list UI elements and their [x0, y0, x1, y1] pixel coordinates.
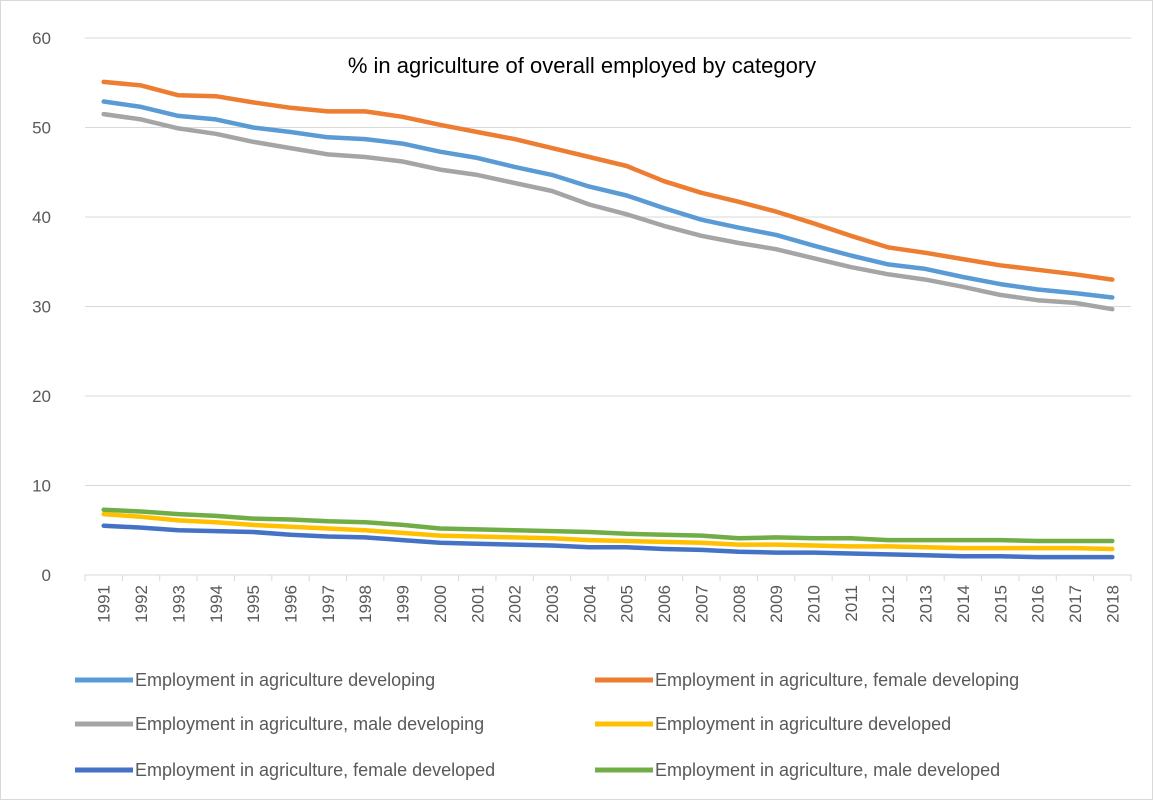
legend-item-4: Employment in agriculture developed	[595, 714, 951, 734]
legend-item-3: Employment in agriculture, male developi…	[75, 714, 484, 734]
x-tick-label: 1992	[132, 585, 151, 623]
legend-label: Employment in agriculture, female develo…	[135, 760, 495, 780]
legend-item-5: Employment in agriculture, female develo…	[75, 760, 495, 780]
legend-label: Employment in agriculture developing	[135, 670, 435, 690]
x-axis-ticks: 1991 1992 1993 1994 1995 1996 1997 1998 1999 2000…	[95, 585, 1123, 623]
x-tick-label: 2012	[879, 585, 898, 623]
y-tick-label: 20	[32, 387, 51, 406]
x-tick-label: 1995	[244, 585, 263, 623]
y-tick-label: 50	[32, 119, 51, 138]
series-line-6	[101, 507, 1115, 544]
x-tick-label: 1999	[394, 585, 413, 623]
y-tick-label: 0	[42, 566, 51, 585]
x-tick-label: 2014	[954, 585, 973, 623]
x-tick-label: 2009	[767, 585, 786, 623]
x-tick-label: 2002	[506, 585, 525, 623]
y-tick-label: 60	[32, 29, 51, 48]
y-tick-label: 40	[32, 208, 51, 227]
series-line-4	[101, 511, 1115, 552]
x-tick-label: 2011	[842, 585, 861, 622]
legend: Employment in agriculture developing Empl…	[75, 670, 1019, 780]
series-line-5	[101, 523, 1115, 560]
x-tick-label: 2018	[1103, 585, 1122, 623]
x-tick-label: 2007	[692, 585, 711, 623]
x-tick-label: 1997	[319, 585, 338, 623]
y-tick-label: 10	[32, 477, 51, 496]
x-tick-label: 2016	[1029, 585, 1048, 623]
x-tick-label: 2006	[655, 585, 674, 623]
x-tick-label: 2005	[618, 585, 637, 623]
legend-label: Employment in agriculture, male develope…	[655, 760, 1000, 780]
series-line-2	[101, 79, 1115, 282]
series-line-3	[101, 111, 1115, 312]
legend-item-6: Employment in agriculture, male develope…	[595, 760, 1000, 780]
chart-title: % in agriculture of overall employed by …	[348, 53, 816, 78]
x-tick-label: 2000	[431, 585, 450, 623]
x-tick-label: 2001	[468, 585, 487, 623]
legend-label: Employment in agriculture developed	[655, 714, 951, 734]
x-tick-label: 2010	[804, 585, 823, 623]
x-tick-label: 2015	[991, 585, 1010, 623]
x-tick-label: 1996	[281, 585, 300, 623]
y-axis-ticks: 0 10 20 30 40 50 60	[32, 29, 51, 585]
x-tick-label: 2004	[580, 585, 599, 623]
legend-label: Employment in agriculture, male developi…	[135, 714, 484, 734]
legend-item-2: Employment in agriculture, female develo…	[595, 670, 1019, 690]
x-tick-label: 2008	[730, 585, 749, 623]
x-tick-label: 2013	[917, 585, 936, 623]
y-tick-label: 30	[32, 298, 51, 317]
x-tick-label: 1994	[207, 585, 226, 623]
x-tick-label: 2003	[543, 585, 562, 623]
series-lines	[101, 79, 1115, 560]
x-tick-label: 2017	[1066, 585, 1085, 623]
x-tick-label: 1991	[95, 585, 114, 623]
x-tick-label: 1998	[356, 585, 375, 623]
x-tick-label: 1993	[169, 585, 188, 623]
x-axis	[84, 574, 1132, 581]
legend-item-1: Employment in agriculture developing	[75, 670, 435, 690]
legend-label: Employment in agriculture, female develo…	[655, 670, 1019, 690]
series-line-1	[101, 99, 1115, 300]
